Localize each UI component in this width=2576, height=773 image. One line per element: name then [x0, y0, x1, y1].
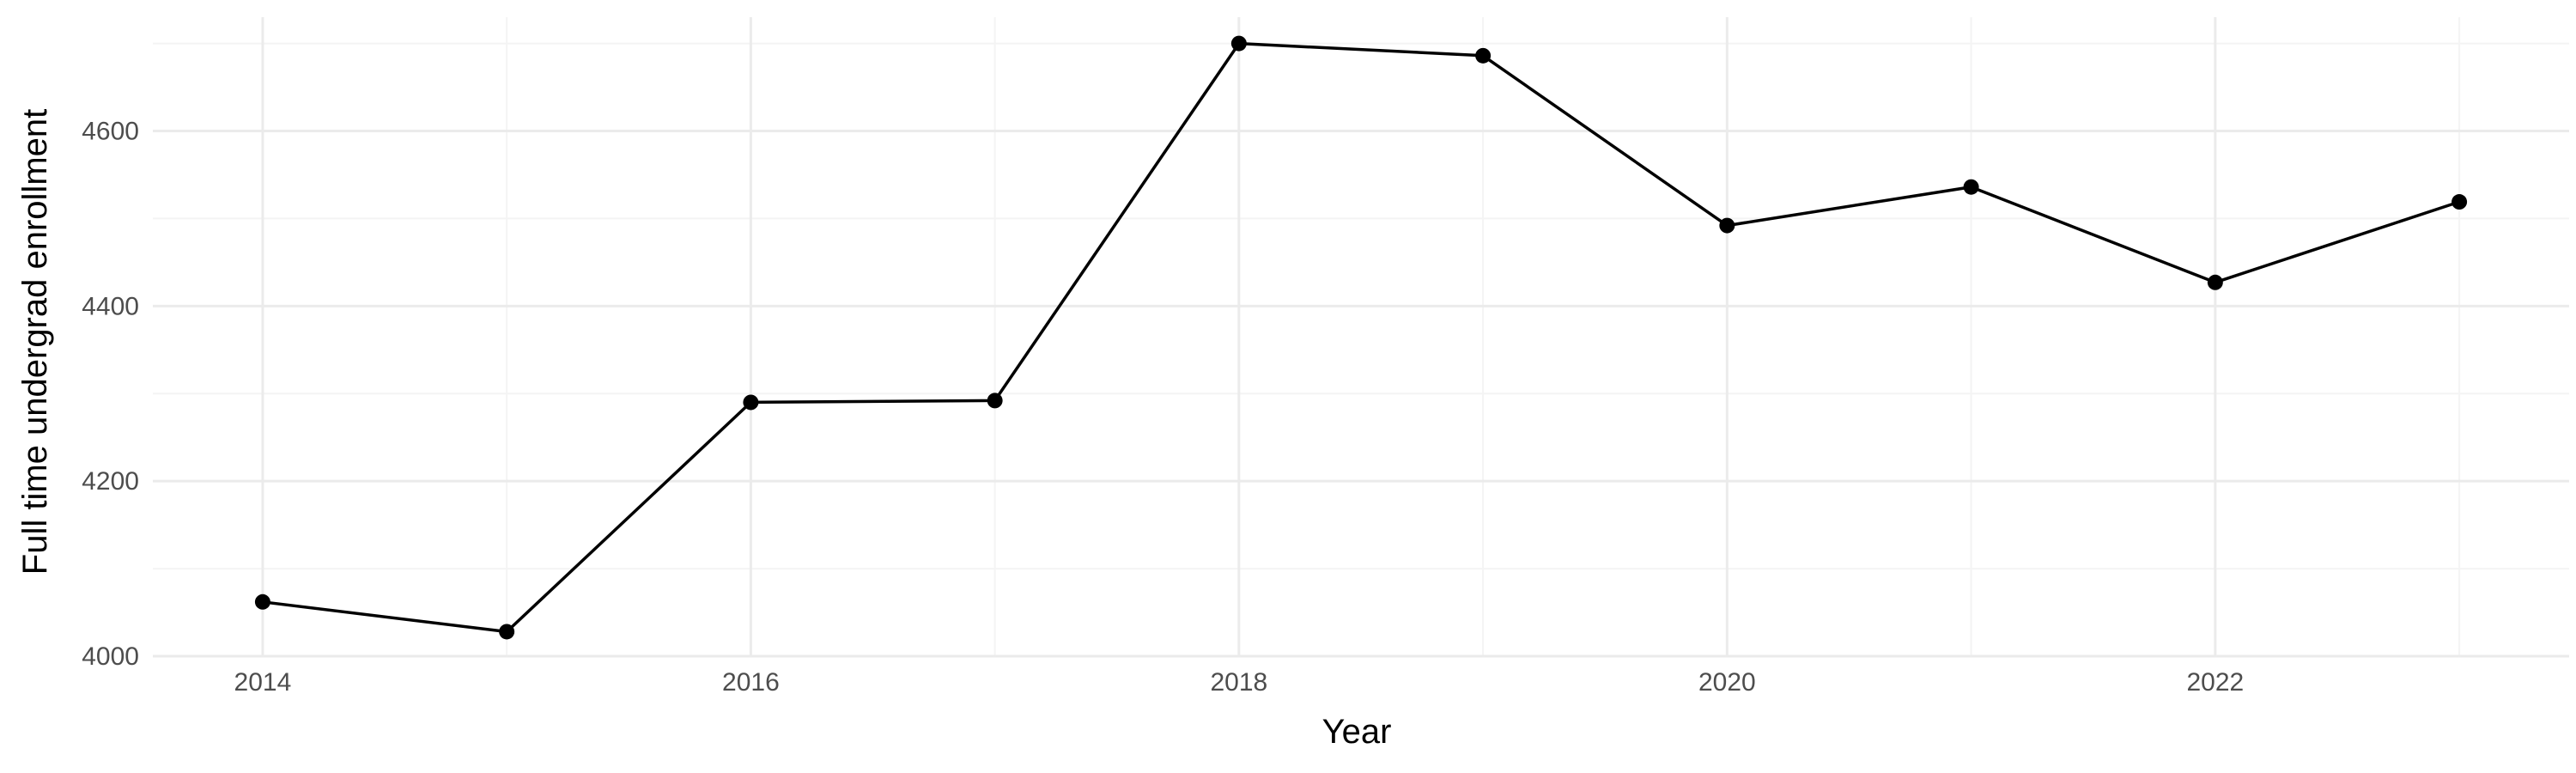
x-tick-label: 2018 [1211, 668, 1268, 697]
y-axis-title: Full time undergrad enrollment [16, 109, 54, 575]
x-tick-label: 2022 [2186, 668, 2244, 697]
y-tick-label: 4000 [82, 642, 139, 671]
data-point-2016 [743, 394, 759, 411]
gridlines [153, 17, 2569, 658]
data-point-2014 [254, 593, 270, 610]
data-point-2017 [987, 393, 1003, 409]
data-point-2022 [2207, 274, 2223, 290]
x-axis-tick-labels: 2014 2016 2018 2020 2022 [234, 668, 2245, 697]
series-line [262, 41, 2460, 634]
y-tick-label: 4200 [82, 467, 139, 496]
y-axis-tick-labels: 4000 4200 4400 4600 [82, 117, 139, 671]
series-layer [254, 35, 2468, 640]
x-tick-label: 2014 [234, 668, 292, 697]
data-point-2021 [1963, 179, 1979, 195]
y-tick-label: 4400 [82, 292, 139, 320]
data-point-2020 [1719, 217, 1735, 234]
x-tick-label: 2016 [722, 668, 780, 697]
data-point-2015 [499, 624, 515, 640]
data-point-2019 [1475, 47, 1492, 64]
x-axis-title: Year [1322, 713, 1392, 751]
y-tick-label: 4600 [82, 117, 139, 145]
data-point-2018 [1230, 35, 1247, 52]
x-tick-label: 2020 [1698, 668, 1756, 697]
data-point-2023 [2451, 194, 2468, 210]
